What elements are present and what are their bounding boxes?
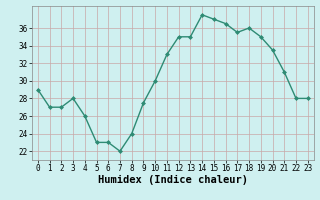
X-axis label: Humidex (Indice chaleur): Humidex (Indice chaleur) <box>98 175 248 185</box>
